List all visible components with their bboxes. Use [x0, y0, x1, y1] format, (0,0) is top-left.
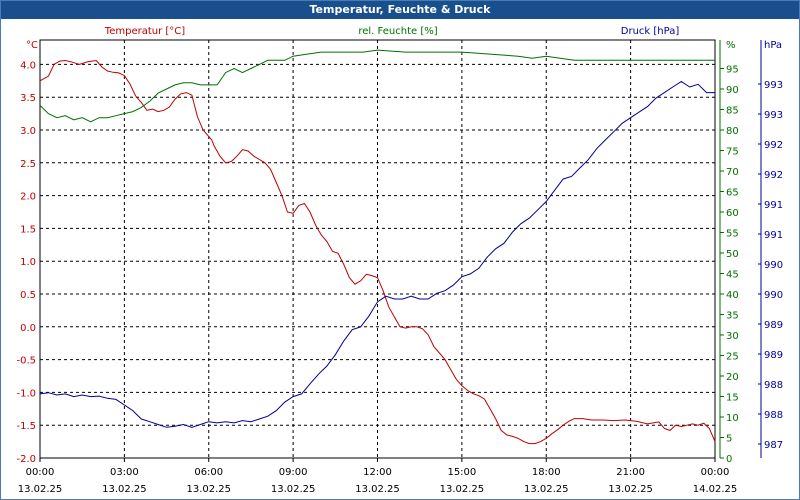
x-tick-label-time: 12:00 [363, 467, 392, 478]
temperature-unit: °C [26, 40, 38, 51]
x-tick-label-date: 13.02.25 [102, 484, 147, 495]
pressure-tick-label: 992 [764, 140, 783, 151]
humidity-tick-label: 45 [726, 270, 739, 281]
pressure-title: Druck [hPa] [621, 26, 680, 37]
x-tick-label-date: 13.02.25 [271, 484, 316, 495]
humidity-tick-label: 35 [726, 311, 739, 322]
humidity-tick-label: 0 [726, 454, 732, 465]
x-tick-label-time: 09:00 [279, 467, 308, 478]
temperature-tick-label: 2.0 [20, 192, 36, 203]
window-title: Temperatur, Feuchte & Druck [1, 1, 799, 19]
pressure-series-line [39, 80, 715, 428]
humidity-tick-label: 90 [726, 85, 739, 96]
temperature-tick-label: -2.0 [16, 454, 36, 465]
pressure-tick-label: 993 [764, 110, 783, 121]
x-tick-label-date: 13.02.25 [524, 484, 569, 495]
x-tick-label-time: 15:00 [447, 467, 476, 478]
temperature-tick-label: 3.0 [20, 126, 36, 137]
labels: 00:00 13.02.25 03:00 13.02.25 06:00 13.02.25 0… [16, 26, 783, 495]
temperature-tick-label: 1.0 [20, 257, 36, 268]
x-tick-label-time: 18:00 [532, 467, 561, 478]
series [39, 49, 716, 445]
temperature-series-line [39, 59, 716, 445]
pressure-tick-label: 988 [764, 380, 783, 391]
humidity-tick-label: 15 [726, 393, 739, 404]
humidity-tick-label: 10 [726, 413, 739, 424]
x-tick-label-time: 21:00 [616, 467, 645, 478]
humidity-tick-label: 65 [726, 188, 739, 199]
humidity-title: rel. Feuchte [%] [358, 26, 437, 37]
pressure-tick-label: 989 [764, 320, 783, 331]
x-tick-label-time: 00:00 [701, 467, 730, 478]
humidity-tick-label: 80 [726, 126, 739, 137]
temperature-tick-label: -1.5 [16, 421, 36, 432]
pressure-tick-label: 989 [764, 350, 783, 361]
temperature-tick-label: -1.0 [16, 388, 36, 399]
pressure-tick-label: 992 [764, 170, 783, 181]
temperature-tick-label: 0.0 [20, 323, 36, 334]
humidity-tick-label: 40 [726, 290, 739, 301]
humidity-tick-label: 85 [726, 106, 739, 117]
humidity-tick-label: 20 [726, 372, 739, 383]
x-tick-label-date: 14.02.25 [693, 484, 738, 495]
humidity-series-line [39, 49, 715, 123]
humidity-tick-label: 30 [726, 331, 739, 342]
humidity-tick-label: 70 [726, 167, 739, 178]
x-tick-label-date: 13.02.25 [355, 484, 400, 495]
temperature-tick-label: 4.0 [20, 60, 36, 71]
axes [39, 39, 762, 462]
temperature-tick-label: 2.5 [20, 159, 36, 170]
x-tick-label-time: 03:00 [110, 467, 139, 478]
x-tick-label-date: 13.02.25 [18, 484, 63, 495]
temperature-tick-label: 3.5 [20, 93, 36, 104]
pressure-tick-label: 991 [764, 200, 783, 211]
humidity-tick-label: 50 [726, 249, 739, 260]
pressure-tick-label: 988 [764, 410, 783, 421]
humidity-tick-label: 95 [726, 65, 739, 76]
temperature-tick-label: -0.5 [16, 356, 36, 367]
x-tick-label-time: 00:00 [26, 467, 55, 478]
pressure-tick-label: 987 [764, 440, 783, 451]
humidity-unit: % [726, 40, 736, 51]
pressure-tick-label: 990 [764, 260, 783, 271]
pressure-tick-label: 991 [764, 230, 783, 241]
grid [40, 40, 715, 459]
pressure-unit: hPa [764, 40, 782, 51]
humidity-tick-label: 60 [726, 208, 739, 219]
humidity-tick-label: 25 [726, 352, 739, 363]
x-tick-label-time: 06:00 [194, 467, 223, 478]
x-tick-label-date: 13.02.25 [440, 484, 485, 495]
humidity-tick-label: 5 [726, 434, 732, 445]
x-tick-label-date: 13.02.25 [186, 484, 231, 495]
temperature-title: Temperatur [°C] [104, 26, 185, 37]
pressure-tick-label: 993 [764, 80, 783, 91]
pressure-tick-label: 990 [764, 290, 783, 301]
temperature-tick-label: 0.5 [20, 290, 36, 301]
humidity-tick-label: 75 [726, 147, 739, 158]
x-tick-label-date: 13.02.25 [608, 484, 653, 495]
humidity-tick-label: 55 [726, 229, 739, 240]
temperature-tick-label: 1.5 [20, 224, 36, 235]
